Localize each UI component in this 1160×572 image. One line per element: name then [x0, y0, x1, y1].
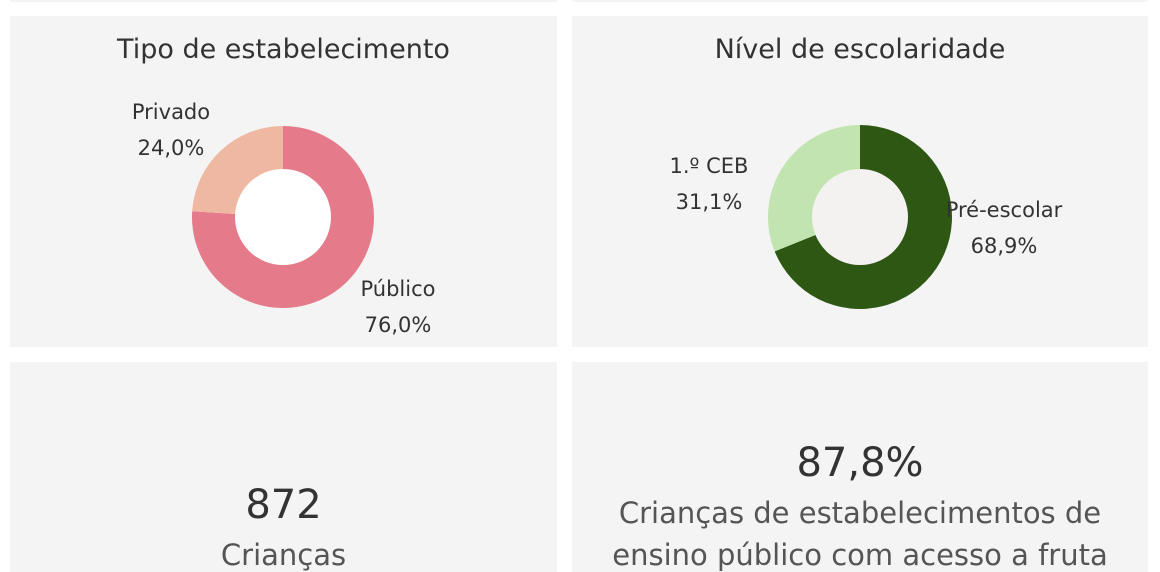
- tipo-estabelecimento-title: Tipo de estabelecimento: [117, 34, 450, 65]
- donut-hole: [812, 169, 908, 265]
- ceb-label: 1.º CEB: [669, 154, 749, 178]
- top-strip-right: [572, 0, 1148, 2]
- children-count-label: Crianças: [220, 538, 347, 572]
- nivel-escolaridade-title: Nível de escolaridade: [714, 34, 1006, 65]
- ceb-slice-label: 1.º CEB 31,1%: [654, 148, 764, 220]
- ceb-value: 31,1%: [675, 190, 743, 214]
- fruit-access-description-line1: Crianças de estabelecimentos de: [618, 496, 1102, 530]
- children-count-panel: 872 Crianças: [10, 362, 557, 572]
- publico-value: 76,0%: [364, 313, 432, 337]
- privado-value: 24,0%: [137, 136, 205, 160]
- children-count-value: 872: [245, 482, 322, 528]
- fruit-access-panel: 87,8% Crianças de estabelecimentos de en…: [572, 362, 1148, 572]
- top-strip-left: [10, 0, 557, 2]
- donut-hole: [235, 169, 331, 265]
- pre-escolar-slice-label: Pré-escolar 68,9%: [932, 192, 1076, 264]
- nivel-escolaridade-panel: Nível de escolaridade 1.º CEB 31,1% Pré-…: [572, 16, 1148, 347]
- nivel-escolaridade-donut: [768, 125, 952, 309]
- privado-label: Privado: [131, 100, 211, 124]
- publico-slice-label: Público 76,0%: [335, 271, 461, 343]
- pre-escolar-value: 68,9%: [970, 234, 1038, 258]
- fruit-access-value: 87,8%: [796, 440, 924, 486]
- tipo-estabelecimento-panel: Tipo de estabelecimento Privado 24,0% Pú…: [10, 16, 557, 347]
- pre-escolar-label: Pré-escolar: [945, 198, 1063, 222]
- privado-slice-label: Privado 24,0%: [108, 94, 234, 166]
- fruit-access-description-line2: ensino público com acesso a fruta: [612, 538, 1108, 572]
- tipo-estabelecimento-donut: [192, 126, 374, 309]
- publico-label: Público: [360, 277, 436, 301]
